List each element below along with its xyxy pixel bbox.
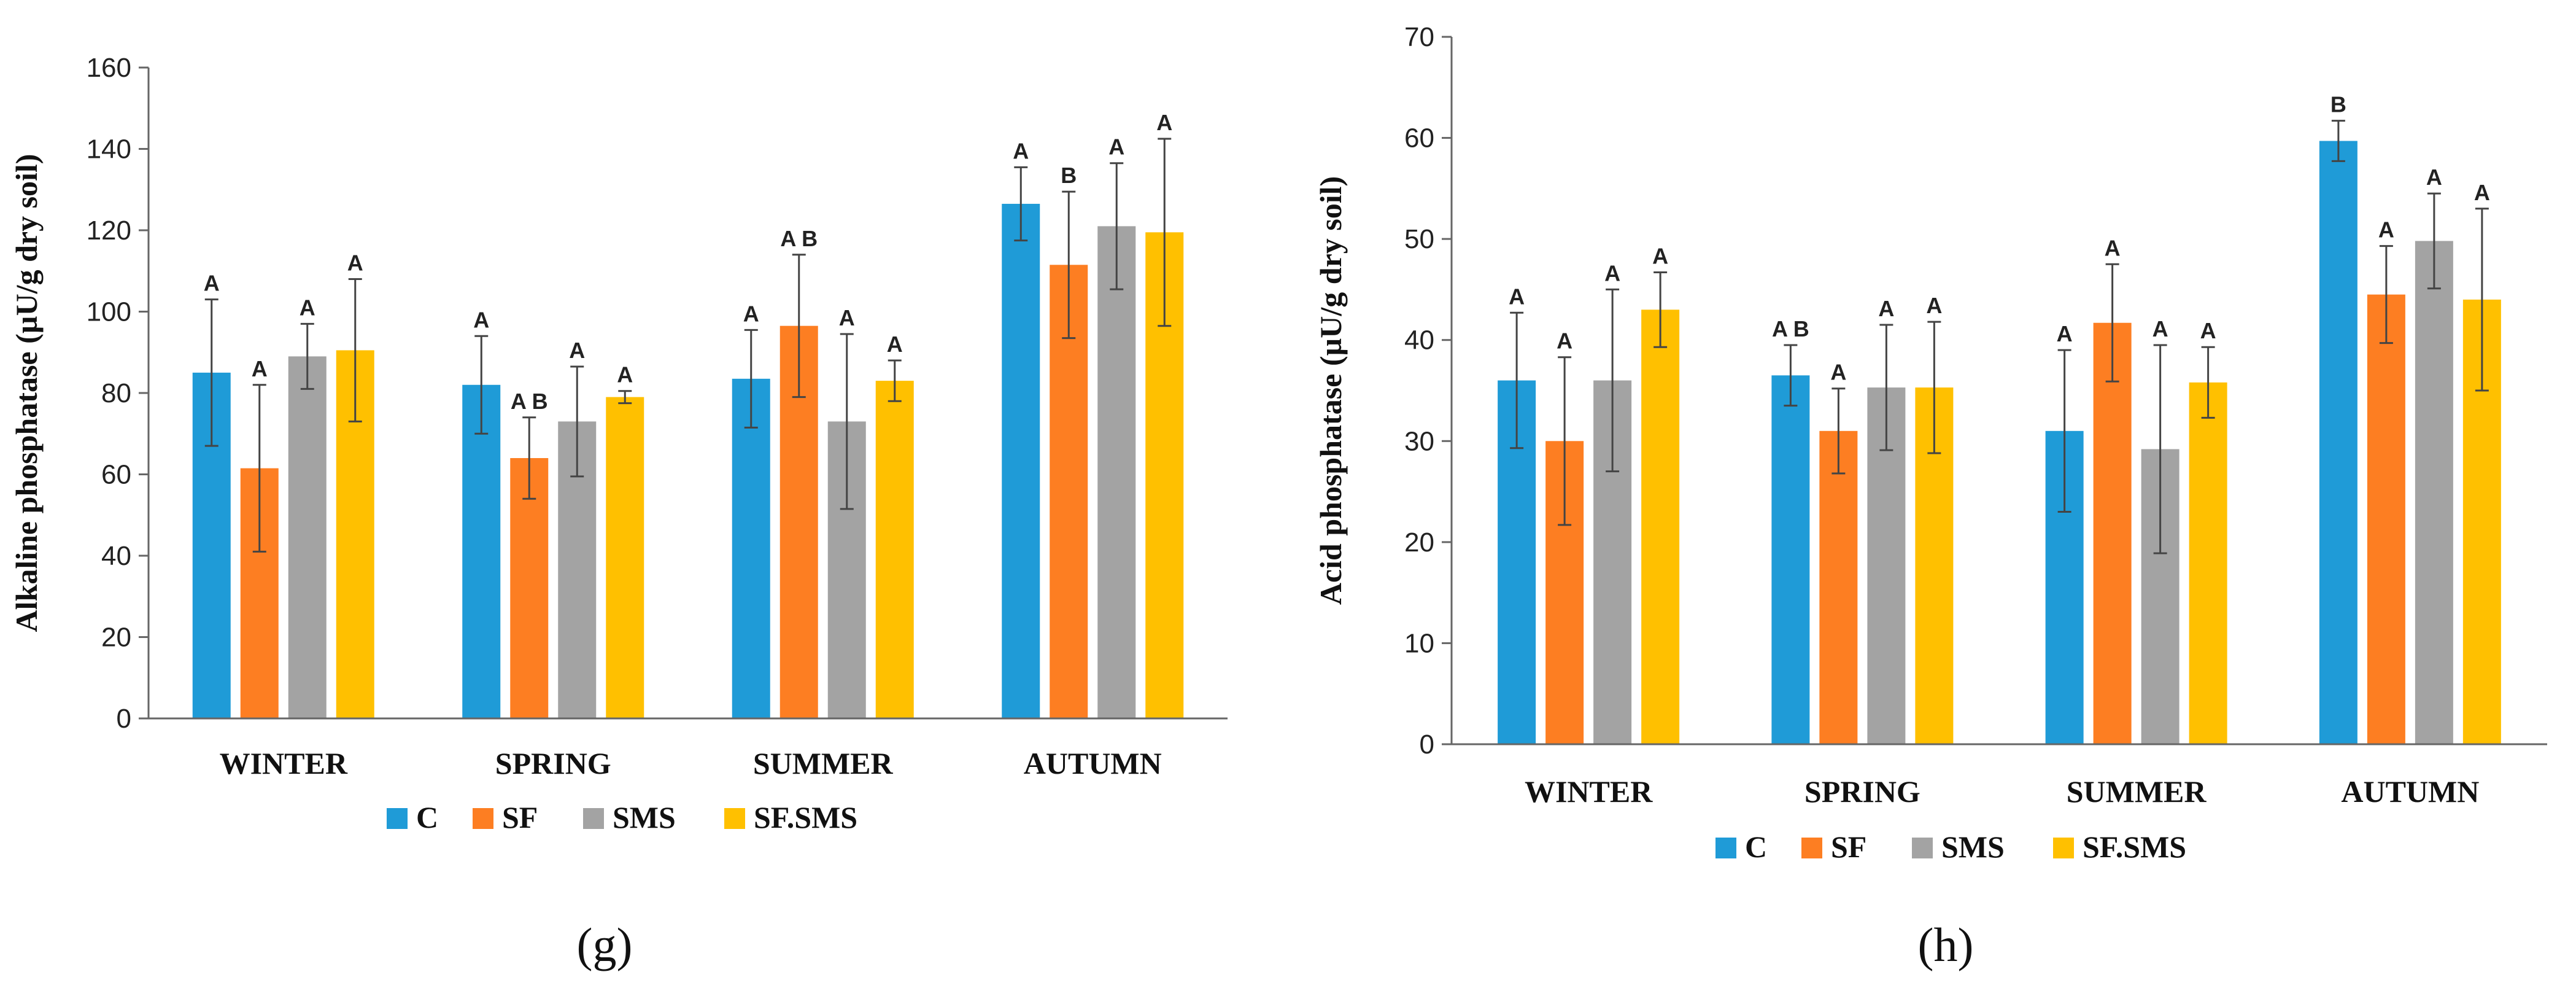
significance-letter: A [1013,138,1029,163]
x-category-label: SPRING [1804,774,1920,809]
legend-swatch [1912,838,1933,858]
significance-letter: A [1108,134,1124,160]
x-category-label: WINTER [220,746,348,780]
legend-swatch [2053,838,2074,858]
bar-sf-spring [510,458,549,718]
bar-sms-autumn [2415,241,2453,744]
legend-label: C [416,800,438,834]
significance-letter: A [1878,296,1894,321]
y-tick-label: 100 [87,297,131,327]
x-category-label: SUMMER [753,746,894,780]
y-tick-label: 10 [1404,628,1434,658]
legend-swatch [1801,838,1822,858]
x-category-label: AUTUMN [1024,746,1162,780]
legend-label: SMS [613,800,676,834]
y-tick-label: 0 [117,704,131,734]
y-tick-label: 20 [1404,527,1434,558]
significance-letter: A [1156,110,1172,135]
y-axis-label: Acid phosphatase (µU/g dry soil) [1313,176,1348,605]
y-tick-label: 40 [101,541,131,571]
y-tick-label: 140 [87,134,131,165]
y-tick-label: 120 [87,216,131,246]
y-tick-label: 60 [1404,123,1434,154]
y-axis-label: Alkaline phosphatase (µU/g dry soil) [9,154,44,632]
y-tick-label: 70 [1404,22,1434,52]
bar-sf-autumn [2367,294,2405,745]
legend-label: C [1745,830,1767,864]
panel-caption: (h) [1918,918,1974,971]
legend-swatch [1715,838,1736,858]
significance-letter: A [2474,180,2490,205]
legend-swatch [387,808,408,829]
significance-letter: A [473,307,489,332]
significance-letter: A [300,295,315,320]
bar-sf-spring [1819,430,1858,744]
bar-c-autumn [2319,141,2357,745]
significance-letter: A [1557,329,1572,354]
significance-letter: A [887,332,903,357]
x-category-label: SUMMER [2067,774,2207,809]
significance-letter: A [1509,284,1525,309]
significance-letter: A [2378,217,2394,243]
significance-letter: A [347,251,363,276]
y-tick-label: 20 [101,623,131,653]
significance-letter: A B [1772,316,1809,341]
panel-caption: (g) [577,918,633,971]
significance-letter: A [569,338,585,363]
legend-label: SMS [1941,830,2005,864]
bar-sf-sms-summer [2189,382,2227,744]
y-tick-label: 50 [1404,224,1434,254]
legend-swatch [473,808,493,829]
significance-letter: A [1926,293,1942,318]
chart-g: 0 20 40 60 80 100 120 140 160 Alkaline phosphatas… [9,53,1228,971]
bar-sms-winter [288,356,327,718]
legend-label: SF.SMS [2083,830,2186,864]
significance-letter: A [2057,321,2073,346]
significance-letter: A B [780,226,818,251]
legend-label: SF [1831,830,1866,864]
bar-c-summer [732,378,770,718]
significance-letter: A [252,356,268,381]
significance-letter: A [839,305,855,330]
legend-swatch [583,808,604,829]
x-category-label: WINTER [1525,774,1653,809]
bar-c-autumn [1002,203,1040,718]
x-category-label: SPRING [495,746,611,780]
bar-c-spring [462,384,501,718]
bar-sf-sms-winter [1641,309,1680,744]
significance-letter: A [204,271,220,296]
y-tick-label: 160 [87,53,131,83]
significance-letter: A [743,301,759,326]
bar-sf-sms-summer [875,381,914,718]
legend-swatch [724,808,745,829]
significance-letter: A [2105,235,2121,260]
significance-letter: A B [511,389,548,414]
bar-sf-autumn [1050,265,1088,718]
significance-letter: A [2200,318,2216,343]
significance-letter: A [1652,243,1668,268]
x-category-label: AUTUMN [2341,774,2479,809]
significance-letter: A [617,362,633,387]
significance-letter: B [1061,163,1077,188]
bar-sf-summer [2093,322,2132,744]
significance-letter: A [1830,360,1846,385]
legend-label: SF.SMS [754,800,857,834]
y-tick-label: 40 [1404,325,1434,356]
significance-letter: A [2426,165,2442,190]
significance-letter: B [2330,92,2346,117]
y-tick-label: 80 [101,378,131,408]
chart-h: 0 10 20 30 40 50 60 70 Acid phosphatase (µU/g dr… [1313,22,2547,971]
legend-label: SF [502,800,538,834]
significance-letter: A [1604,260,1620,286]
y-tick-label: 30 [1404,426,1434,456]
bar-sms-autumn [1097,226,1136,718]
y-tick-label: 0 [1420,729,1434,760]
bar-sf-sms-spring [606,397,644,718]
bar-c-spring [1771,375,1810,744]
y-tick-label: 60 [101,460,131,490]
significance-letter: A [2152,316,2168,341]
